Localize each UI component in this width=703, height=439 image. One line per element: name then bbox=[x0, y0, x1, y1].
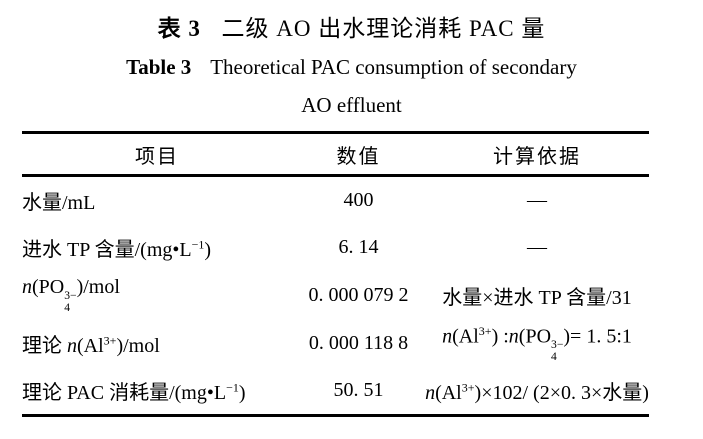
table-row: n(PO 3− 4)/mol 0. 000 079 2 水量×进水 TP 含量/31 bbox=[22, 272, 649, 320]
table-row: 水量/mL 400 — bbox=[22, 176, 649, 224]
table-number-en: Table 3 bbox=[126, 55, 192, 79]
column-header-value: 数值 bbox=[292, 132, 425, 177]
basis-cell: — bbox=[527, 236, 547, 258]
basis-cell: 水量×进水 TP 含量/31 bbox=[442, 287, 632, 309]
item-cell: 进水 TP 含量/(mg•L−1) bbox=[22, 237, 212, 261]
value-cell: 0. 000 118 8 bbox=[308, 332, 409, 354]
item-cell: 理论 PAC 消耗量/(mg•L−1) bbox=[22, 380, 246, 405]
value-cell: 50. 51 bbox=[333, 379, 384, 402]
table-row: 进水 TP 含量/(mg•L−1) 6. 14 — bbox=[22, 224, 649, 272]
table-title-en-text: Theoretical PAC consumption of secondary bbox=[210, 55, 577, 79]
item-cell: 理论 n(Al3+)/mol bbox=[22, 333, 160, 357]
item-cell: 水量/mL bbox=[22, 191, 96, 214]
table-title-zh-text: 二级 AO 出水理论消耗 PAC 量 bbox=[221, 16, 546, 41]
table-row: 理论 n(Al3+)/mol 0. 000 118 8 n(Al3+) :n(P… bbox=[22, 320, 649, 368]
table-number-zh: 表 3 bbox=[157, 16, 201, 41]
column-header-basis: 计算依据 bbox=[425, 132, 649, 177]
column-header-item: 项目 bbox=[22, 132, 292, 177]
item-cell: n(PO 3− 4)/mol bbox=[22, 276, 120, 315]
basis-cell: n(Al3+)×102/ (2×0. 3×水量) bbox=[425, 380, 649, 405]
basis-cell: n(Al3+) :n(PO 3− 4)= 1. 5:1 bbox=[442, 323, 632, 364]
table-title-zh: 表 3 二级 AO 出水理论消耗 PAC 量 bbox=[0, 9, 703, 43]
table-title-en: Table 3 Theoretical PAC consumption of se… bbox=[0, 55, 703, 80]
table-title-en-line2: AO effluent bbox=[301, 93, 402, 117]
table-row: 理论 PAC 消耗量/(mg•L−1) 50. 51 n(Al3+)×102/ … bbox=[22, 368, 649, 416]
value-cell: 400 bbox=[343, 188, 374, 211]
basis-cell: — bbox=[527, 188, 547, 211]
value-cell: 0. 000 079 2 bbox=[308, 284, 409, 306]
header-row: 项目 数值 计算依据 bbox=[22, 132, 649, 177]
value-cell: 6. 14 bbox=[338, 236, 379, 258]
data-table: 项目 数值 计算依据 水量/mL 400 — 进水 TP 含量/(mg•L−1)… bbox=[22, 131, 649, 417]
